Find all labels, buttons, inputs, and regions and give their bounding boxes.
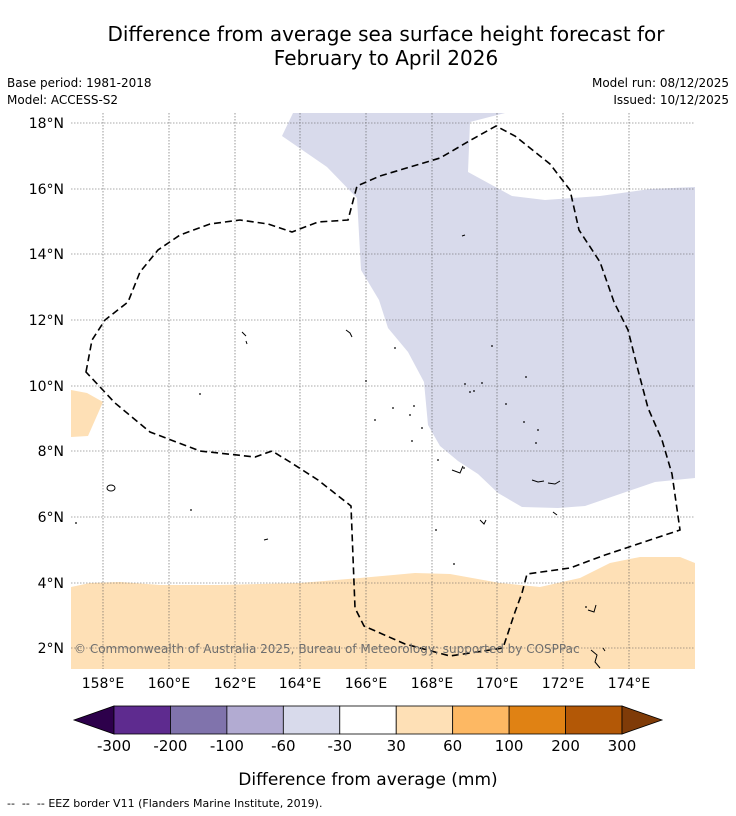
- colorbar-tick-label: 30: [387, 737, 406, 755]
- coastlines: [106, 234, 606, 669]
- colorbar-segment: [226, 705, 284, 735]
- lon-tick-160e: 160°E: [148, 676, 191, 692]
- eez-border: [85, 125, 681, 657]
- colorbar-tick-labels: -300 -200 -100 -60 -30 30 60 100 200 300: [97, 737, 636, 755]
- colorbar-label: Difference from average (mm): [238, 770, 498, 790]
- lon-tick-158e: 158°E: [82, 676, 125, 692]
- model-run: Model run: 08/12/2025: [591, 76, 729, 90]
- colorbar-tick-label: 60: [443, 737, 462, 755]
- colorbar-tick-label: 300: [608, 737, 637, 755]
- colorbar-segment: [565, 705, 623, 735]
- colorbar-tick-label: -300: [97, 737, 131, 755]
- lon-tick-166e: 166°E: [345, 676, 388, 692]
- meta-right: Model run: 08/12/2025 Issued: 10/12/2025: [592, 75, 729, 109]
- colorbar-segment: [282, 705, 341, 735]
- colorbar-segment: [452, 705, 510, 735]
- lat-tick-14n: 14°N: [29, 247, 64, 263]
- title-line-1: Difference from average sea surface heig…: [107, 22, 665, 46]
- lon-tick-174e: 174°E: [608, 676, 651, 692]
- eez-legend: -- -- -- EEZ border V11 (Flanders Marine…: [7, 797, 322, 810]
- lat-tick-6n: 6°N: [38, 510, 64, 526]
- colorbar: [72, 705, 664, 735]
- title-line-2: February to April 2026: [273, 46, 499, 70]
- lat-tick-labels: 18°N 16°N 14°N 12°N 10°N 8°N 6°N 4°N 2°N: [29, 116, 64, 657]
- eez-legend-dash: -- -- --: [7, 797, 49, 810]
- issued-date: Issued: 10/12/2025: [613, 93, 729, 107]
- lat-tick-10n: 10°N: [29, 379, 64, 395]
- colorbar-tick-label: 200: [551, 737, 580, 755]
- lat-tick-16n: 16°N: [29, 182, 64, 198]
- colorbar-segment: [339, 705, 397, 735]
- lat-tick-2n: 2°N: [38, 641, 64, 657]
- lon-tick-labels: 158°E 160°E 162°E 164°E 166°E 168°E 170°…: [82, 676, 651, 692]
- colorbar-tick-label: -30: [328, 737, 353, 755]
- colorbar-extend-high: [621, 705, 664, 735]
- lat-tick-4n: 4°N: [38, 576, 64, 592]
- base-period: Base period: 1981-2018: [7, 76, 152, 90]
- colorbar-tick-label: -60: [271, 737, 296, 755]
- atoll-dots: [75, 345, 587, 608]
- lon-tick-162e: 162°E: [214, 676, 257, 692]
- gridlines: [71, 113, 695, 669]
- colorbar-segment: [508, 705, 566, 735]
- lon-tick-168e: 168°E: [411, 676, 454, 692]
- lon-tick-172e: 172°E: [542, 676, 585, 692]
- colorbar-extend-low: [72, 705, 115, 735]
- model-name: Model: ACCESS-S2: [7, 93, 119, 107]
- map-title: Difference from average sea surface heig…: [40, 22, 732, 70]
- colorbar-segment: [113, 705, 171, 735]
- positive-anomaly-region-west: [71, 390, 103, 437]
- colorbar-segment: [395, 705, 454, 735]
- colorbar-tick-label: -200: [153, 737, 187, 755]
- lon-tick-170e: 170°E: [476, 676, 519, 692]
- colorbar-tick-label: -100: [210, 737, 244, 755]
- lat-tick-12n: 12°N: [29, 313, 64, 329]
- colorbar-tick-label: 100: [495, 737, 524, 755]
- lon-tick-164e: 164°E: [279, 676, 322, 692]
- eez-legend-text: EEZ border V11 (Flanders Marine Institut…: [48, 797, 323, 810]
- lat-tick-18n: 18°N: [29, 116, 64, 132]
- negative-anomaly-region: [282, 113, 695, 508]
- meta-left: Base period: 1981-2018 Model: ACCESS-S2: [7, 75, 152, 109]
- copyright-watermark: © Commonwealth of Australia 2025, Bureau…: [74, 642, 580, 656]
- lat-tick-8n: 8°N: [38, 444, 64, 460]
- colorbar-segment: [170, 705, 228, 735]
- map-plot-area: © Commonwealth of Australia 2025, Bureau…: [71, 113, 695, 669]
- positive-anomaly-region-south: [71, 557, 695, 669]
